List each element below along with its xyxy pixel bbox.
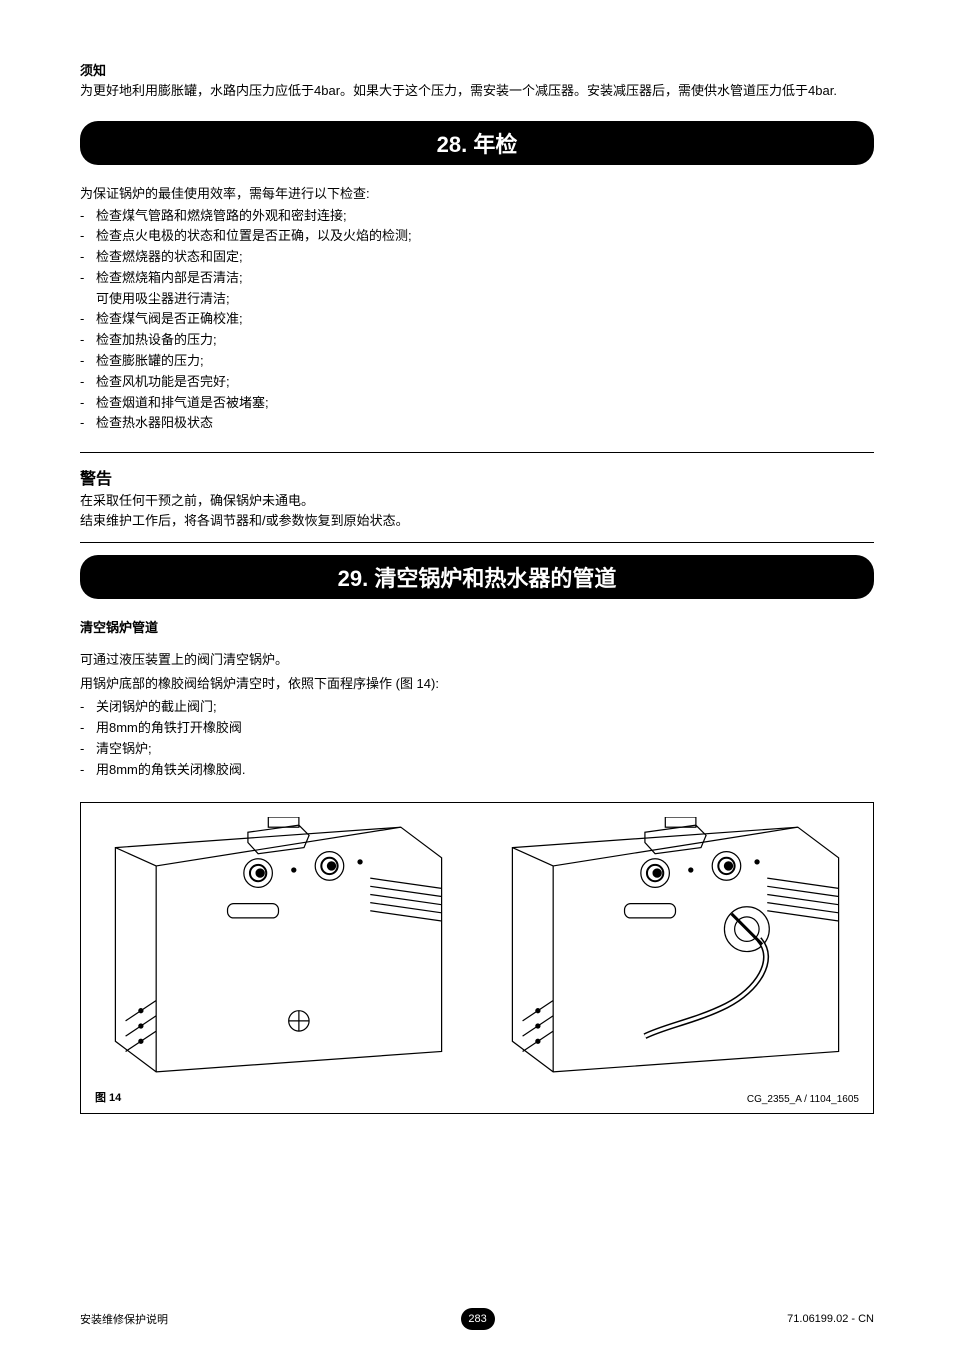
figure-row	[95, 817, 859, 1082]
section-29-header: 29. 清空锅炉和热水器的管道	[80, 555, 874, 599]
section-29-p1: 可通过液压装置上的阀门清空锅炉。	[80, 650, 874, 670]
notice-block: 须知 为更好地利用膨胀罐，水路内压力应低于4bar。如果大于这个压力，需安装一个…	[80, 60, 874, 101]
step-item: 关闭锅炉的截止阀门;	[80, 697, 874, 718]
check-item: 检查煤气管路和燃烧管路的外观和密封连接;	[80, 206, 874, 227]
figure-14-box: 图 14 CG_2355_A / 1104_1605	[80, 802, 874, 1113]
check-item: 检查燃烧器的状态和固定;	[80, 247, 874, 268]
footer-left: 安装维修保护说明	[80, 1311, 168, 1327]
page-footer: 安装维修保护说明 283 71.06199.02 - CN	[80, 1308, 874, 1330]
section-29-p2: 用锅炉底部的橡胶阀给锅炉清空时，依照下面程序操作 (图 14):	[80, 674, 874, 694]
figure-14-right-diagram	[492, 817, 859, 1082]
check-item: 检查燃烧箱内部是否清洁;	[80, 268, 874, 289]
warning-label: 警告	[80, 465, 874, 489]
check-item: 检查风机功能是否完好;	[80, 372, 874, 393]
drain-steps-list: 关闭锅炉的截止阀门;用8mm的角铁打开橡胶阀清空锅炉;用8mm的角铁关闭橡胶阀.	[80, 697, 874, 780]
figure-14-left-diagram	[95, 817, 462, 1082]
figure-caption-row: 图 14 CG_2355_A / 1104_1605	[95, 1089, 859, 1105]
warning-line-1: 在采取任何干预之前，确保锅炉未通电。	[80, 493, 314, 508]
footer-right: 71.06199.02 - CN	[787, 1313, 874, 1325]
notice-label: 须知	[80, 60, 874, 79]
page-number-badge: 283	[461, 1308, 495, 1330]
check-subline: 可使用吸尘器进行清洁;	[80, 289, 874, 310]
section-29-subheading: 清空锅炉管道	[80, 617, 874, 636]
check-item: 检查加热设备的压力;	[80, 330, 874, 351]
section-28-intro: 为保证锅炉的最佳使用效率，需每年进行以下检查:	[80, 183, 874, 202]
check-item: 检查膨胀罐的压力;	[80, 351, 874, 372]
annual-check-list: 检查煤气管路和燃烧管路的外观和密封连接;检查点火电极的状态和位置是否正确，以及火…	[80, 206, 874, 435]
divider-1	[80, 452, 874, 453]
step-item: 用8mm的角铁打开橡胶阀	[80, 718, 874, 739]
divider-2	[80, 542, 874, 543]
figure-label: 图 14	[95, 1089, 121, 1105]
warning-text: 在采取任何干预之前，确保锅炉未通电。 结束维护工作后，将各调节器和/或参数恢复到…	[80, 491, 874, 530]
check-item: 检查热水器阳极状态	[80, 413, 874, 434]
warning-line-2: 结束维护工作后，将各调节器和/或参数恢复到原始状态。	[80, 513, 409, 528]
section-28-header: 28. 年检	[80, 121, 874, 165]
check-item: 检查烟道和排气道是否被堵塞;	[80, 393, 874, 414]
step-item: 清空锅炉;	[80, 739, 874, 760]
check-item: 检查煤气阀是否正确校准;	[80, 309, 874, 330]
figure-code: CG_2355_A / 1104_1605	[747, 1094, 859, 1105]
notice-text: 为更好地利用膨胀罐，水路内压力应低于4bar。如果大于这个压力，需安装一个减压器…	[80, 81, 874, 101]
check-item: 检查点火电极的状态和位置是否正确，以及火焰的检测;	[80, 226, 874, 247]
step-item: 用8mm的角铁关闭橡胶阀.	[80, 760, 874, 781]
